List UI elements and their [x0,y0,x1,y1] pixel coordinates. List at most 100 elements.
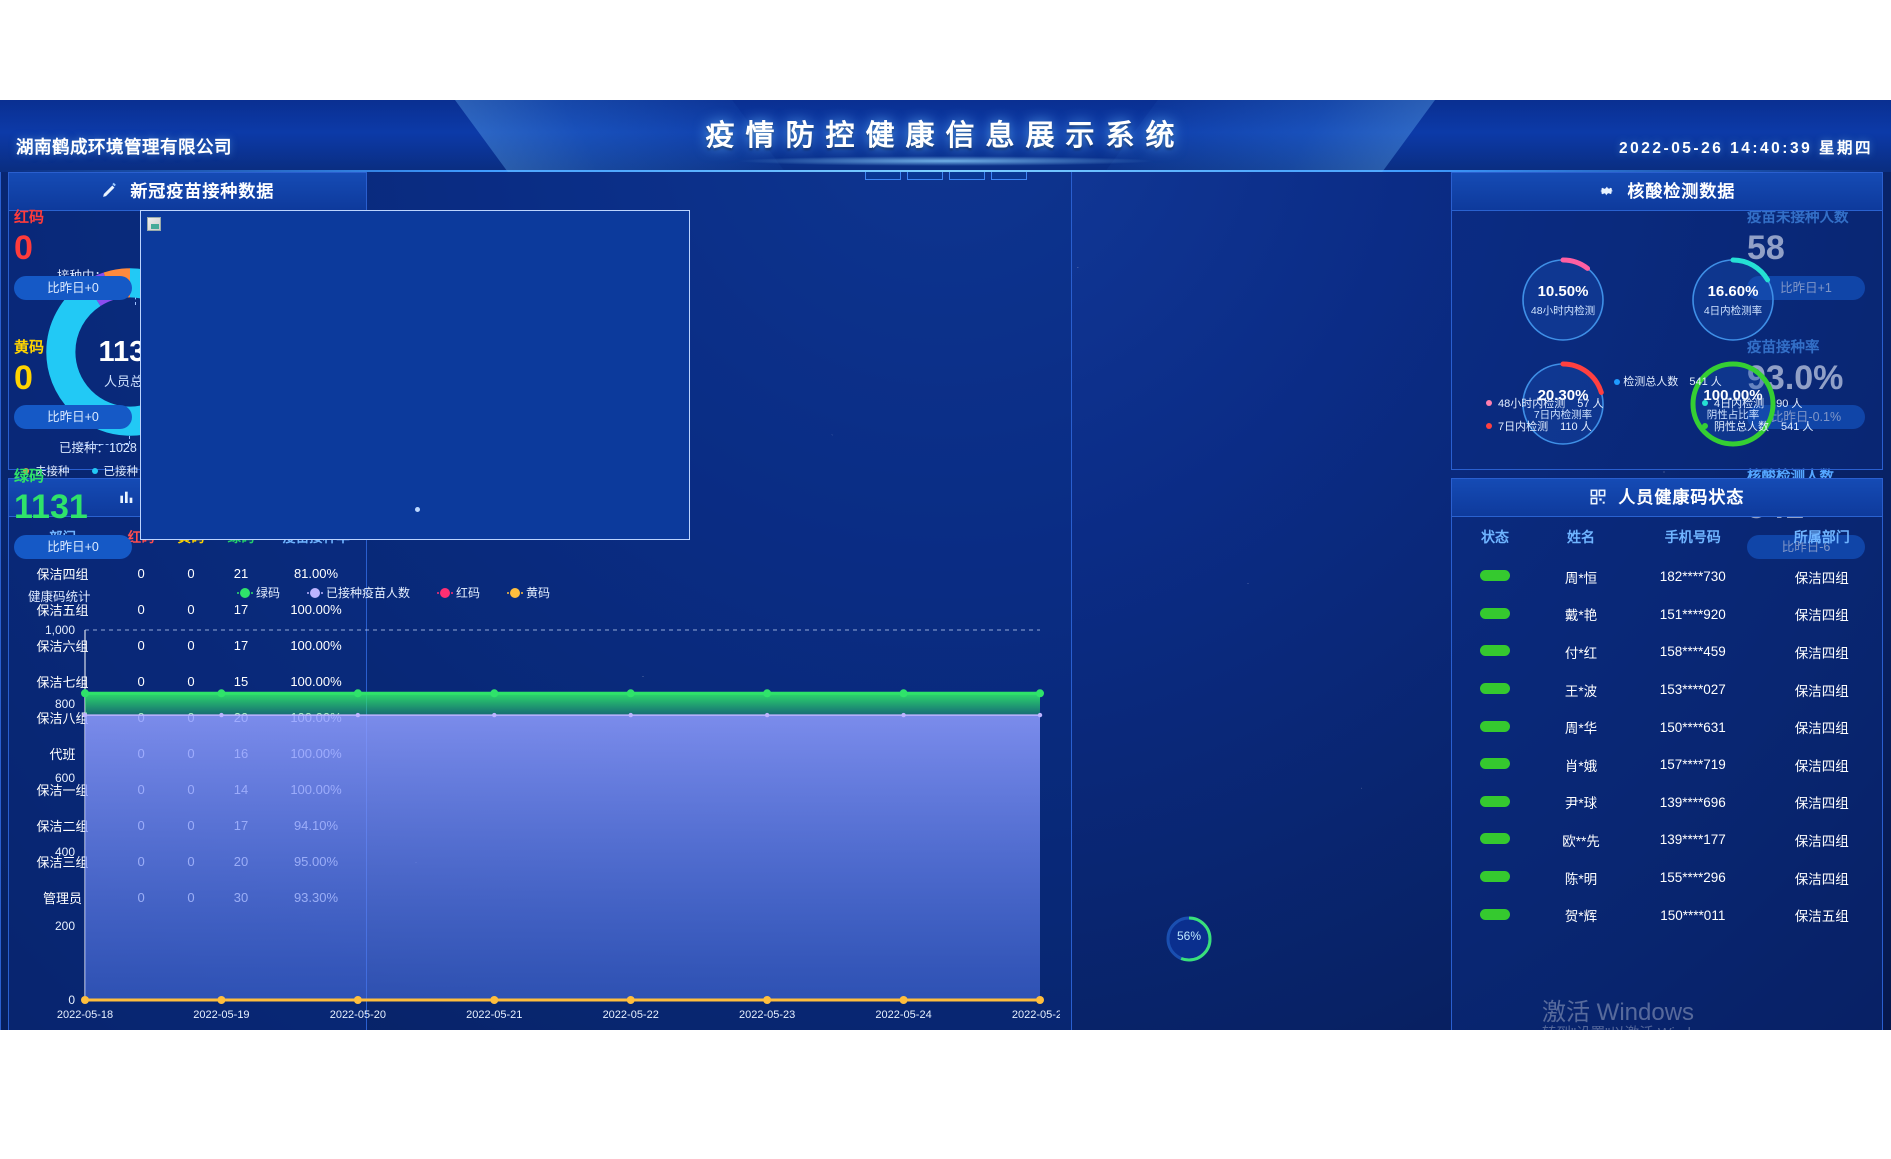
table-row[interactable]: 周*恒 182****730 保洁四组 [1452,558,1882,596]
gauge-value: 100.00% [1703,387,1763,404]
datetime-display: 2022-05-26 14:40:39 星期四 [1619,140,1873,157]
gauge-label: 4日内检测率 [1703,305,1763,317]
nucleic-legend-item[interactable]: 7日内检测 110 人 [1486,418,1668,434]
svg-text:0: 0 [68,993,75,1007]
cell-dept: 保洁三组 [36,854,89,870]
cell-status [1452,708,1538,746]
code-stat-title: 红码 [14,209,45,226]
table-row[interactable]: 王*波 153****027 保洁四组 [1452,671,1882,709]
code-stat-value: 0 [14,229,33,267]
table-row[interactable]: 陈*明 155****296 保洁四组 [1452,859,1882,897]
nucleic-panel-header: 核酸检测数据 [1452,173,1882,211]
qr-code-icon [1590,481,1606,519]
legend-series-name: 红码 [456,586,481,600]
table-row[interactable]: 欧**先 139****177 保洁四组 [1452,821,1882,859]
table-row[interactable]: 贺*辉 150****011 保洁五组 [1452,896,1882,934]
legend-value: 110 人 [1560,421,1592,433]
status-badge [1480,720,1510,732]
cell-rate: 100.00% [290,637,342,653]
cell-phone: 150****011 [1660,907,1726,923]
gauge-label: 7日内检测率 [1533,409,1593,421]
cell-name: 周*恒 [1564,570,1598,586]
svg-text:600: 600 [55,771,75,785]
cell-yellow: 0 [187,637,195,653]
chart-legend-item[interactable]: 黄码 [510,584,550,601]
gauge-value: 10.50% [1537,283,1589,300]
table-row[interactable]: 保洁七组 0 0 15 100.00% [9,663,366,699]
svg-text:2022-05-20: 2022-05-20 [330,1009,386,1021]
code-stat-title: 绿码 [14,468,45,485]
vaccine-stat-title: 疫苗接种率 [1747,339,1820,356]
cell-dept: 保洁四组 [1794,871,1849,887]
chart-legend-item[interactable]: 绿码 [240,584,280,601]
table-row[interactable]: 周*华 150****631 保洁四组 [1452,708,1882,746]
legend-value: 57 人 [1577,398,1604,410]
cell-status [1452,596,1538,634]
chart-svg: 0 200 400 600 800 1,000 2022-05-18 2022-05-19 20… [45,623,1060,1021]
legend-label: 7日内检测 [1498,421,1549,433]
nucleic-legend-col-left: 48小时内检测 57 人 7日内检测 110 人 [1452,395,1668,441]
vaccine-stat-delta[interactable]: 比昨日-6 [1747,534,1865,559]
status-badge [1480,795,1510,807]
table-row[interactable]: 付*红 158****459 保洁四组 [1452,633,1882,671]
table-row[interactable]: 尹*球 139****696 保洁四组 [1452,784,1882,822]
video-loading-dot [415,507,420,512]
health-code-line-chart: 健康码统计 绿码 已接种疫苗人数 红码 黄码 0 200 400 600 800 1,000 20… [10,578,1060,1030]
cell-dept: 代班 [49,746,76,762]
legend-value: 541 人 [1781,421,1814,433]
cell-green: 17 [233,601,249,617]
health-code-panel: 人员健康码状态 状态 姓名 手机号码 所属部门 周*恒 182****730 保洁四… [1451,478,1883,1030]
cell-dept: 保洁二组 [36,818,89,834]
table-row[interactable]: 保洁五组 0 0 17 100.00% [9,591,366,627]
legend-marker [240,587,250,598]
code-stat-delta[interactable]: 比昨日+0 [14,534,132,559]
video-placeholder[interactable] [140,210,690,540]
cell-name: 付*红 [1564,645,1598,661]
legend-value: 90 人 [1776,398,1803,410]
vaccination-legend-item[interactable]: 已接种 [91,463,138,479]
table-row[interactable]: 保洁四组 0 0 21 81.00% [9,555,366,591]
cell-dept: 保洁四组 [1794,570,1849,586]
hcol-status: 状态 [1481,529,1509,545]
code-stat-delta[interactable]: 比昨日+0 [14,405,132,429]
vaccination-panel-header: 新冠疫苗接种数据 [9,173,366,211]
chart-legend[interactable]: 绿码 已接种疫苗人数 红码 黄码 [240,584,550,601]
svg-text:200: 200 [55,919,75,933]
nucleic-legend-item[interactable]: 4日内检测 90 人 [1702,395,1884,411]
app-header: 湖南鹤成环境管理有限公司 疫情防控健康信息展示系统 2022-05-26 14:… [0,100,1891,172]
chart-legend-item[interactable]: 红码 [440,584,480,601]
chart-legend-item[interactable]: 已接种疫苗人数 [310,584,410,601]
cell-phone: 155****296 [1659,870,1726,886]
gear-icon [1599,175,1615,213]
nucleic-legend-item[interactable]: 48小时内检测 57 人 [1486,395,1668,411]
cell-phone: 151****920 [1659,606,1726,622]
code-stat-value: 0 [14,358,33,397]
cell-status [1452,558,1538,596]
svg-text:400: 400 [55,845,75,859]
cell-status [1452,821,1538,859]
table-row[interactable]: 戴*艳 151****920 保洁四组 [1452,596,1882,634]
cell-phone: 150****631 [1659,719,1726,735]
title-glow [735,156,1156,166]
bar-chart-icon [119,481,135,519]
health-table-body: 周*恒 182****730 保洁四组 戴*艳 151****920 保洁四组 付*红 158… [1452,558,1882,934]
nucleic-gauge: 20.30% 7日内检测率 [1516,357,1610,451]
code-stat-title: 黄码 [14,338,45,356]
nucleic-legend-item[interactable]: 阴性总人数 541 人 [1702,418,1884,434]
table-row[interactable]: 肖*娥 157****719 保洁四组 [1452,746,1882,784]
cell-yellow: 0 [187,673,195,689]
code-stat-delta[interactable]: 比昨日+0 [14,275,132,300]
hcol-dept: 所属部门 [1793,529,1850,545]
progress-badge-value: 56% [1176,929,1202,943]
legend-dot [1702,423,1708,429]
nucleic-gauge: 10.50% 48小时内检测 [1516,253,1610,347]
cell-dept: 保洁四组 [36,566,89,582]
windows-watermark-line1: 激活 Windows [1542,999,1695,1026]
vaccination-legend-item[interactable]: 未接种 [23,463,70,479]
cell-name: 周*华 [1564,721,1598,737]
table-row[interactable]: 保洁六组 0 0 17 100.00% [9,627,366,663]
status-badge [1480,908,1510,920]
cell-dept: 保洁一组 [36,782,89,798]
nucleic-legend-total: 检测总人数 541 人 [1452,373,1884,389]
cell-dept: 保洁七组 [36,674,89,690]
